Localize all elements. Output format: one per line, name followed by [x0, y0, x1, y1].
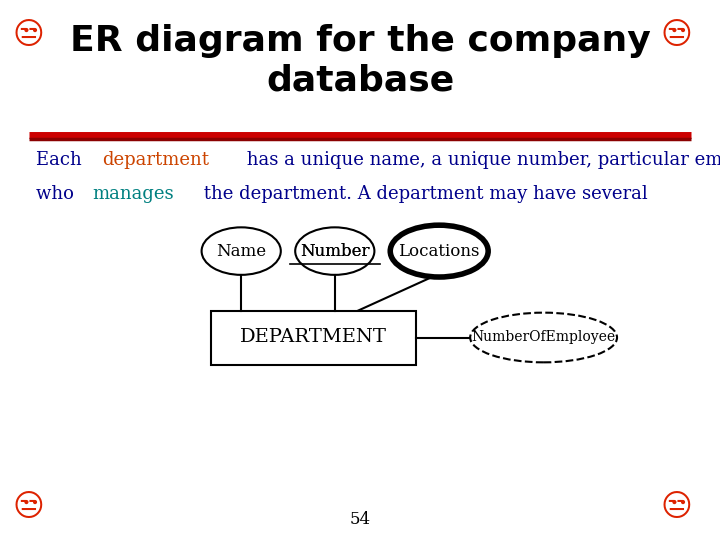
- Text: Each: Each: [36, 151, 88, 169]
- Bar: [210, 310, 416, 365]
- Text: 54: 54: [349, 511, 371, 528]
- Text: 😒: 😒: [661, 21, 693, 50]
- Text: 😒: 😒: [13, 493, 45, 522]
- Text: Number: Number: [300, 242, 369, 260]
- Text: 😒: 😒: [13, 21, 45, 50]
- Text: 😒: 😒: [661, 493, 693, 522]
- Text: the department. A department may have several: the department. A department may have se…: [197, 185, 653, 202]
- Text: has a unique name, a unique number, particular employee: has a unique name, a unique number, part…: [240, 151, 720, 169]
- Text: DEPARTMENT: DEPARTMENT: [240, 328, 387, 347]
- Text: Number: Number: [300, 242, 369, 260]
- Text: Locations: Locations: [398, 242, 480, 260]
- Text: who: who: [36, 185, 80, 202]
- Text: Name: Name: [216, 242, 266, 260]
- Text: ER diagram for the company
database: ER diagram for the company database: [70, 24, 650, 98]
- Text: manages: manages: [92, 185, 174, 202]
- Text: NumberOfEmployee: NumberOfEmployee: [472, 330, 616, 345]
- Text: department: department: [102, 151, 210, 169]
